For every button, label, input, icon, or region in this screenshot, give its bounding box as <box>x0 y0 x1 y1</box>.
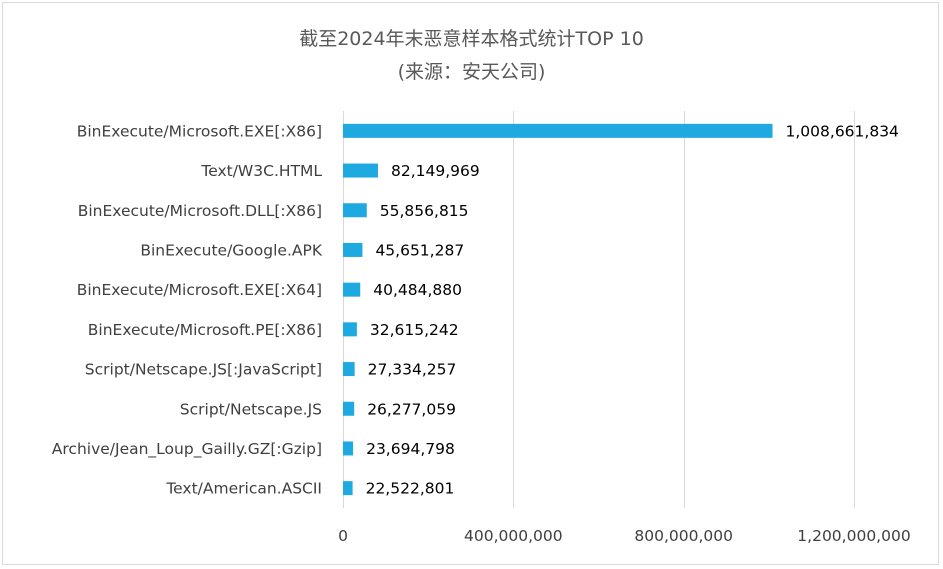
bar <box>343 123 773 138</box>
category-label: BinExecute/Microsoft.DLL[:X86] <box>78 202 322 220</box>
bar <box>343 242 363 257</box>
value-label: 1,008,661,834 <box>786 122 899 140</box>
value-label: 82,149,969 <box>391 162 480 180</box>
category-label: BinExecute/Google.APK <box>140 241 323 259</box>
bar <box>343 163 378 178</box>
category-label: BinExecute/Microsoft.PE[:X86] <box>88 321 322 339</box>
value-label: 32,615,242 <box>370 321 459 339</box>
bar <box>343 282 361 297</box>
chart-subtitle: (来源：安天公司) <box>397 61 546 83</box>
category-label: Script/Netscape.JS <box>180 400 322 418</box>
bar <box>343 322 357 337</box>
bar <box>343 401 355 416</box>
value-label: 55,856,815 <box>380 202 469 220</box>
category-label: Text/American.ASCII <box>165 480 322 498</box>
category-label: Archive/Jean_Loup_Gailly.GZ[:Gzip] <box>52 440 322 459</box>
category-label: BinExecute/Microsoft.EXE[:X86] <box>77 122 322 140</box>
x-tick-label: 400,000,000 <box>464 527 563 545</box>
value-label: 27,334,257 <box>368 361 457 379</box>
bar <box>343 362 355 377</box>
bar <box>343 441 354 456</box>
category-label: Text/W3C.HTML <box>200 162 322 180</box>
x-tick-label: 1,200,000,000 <box>797 527 910 545</box>
category-label: Script/Netscape.JS[:JavaScript] <box>85 361 322 379</box>
x-tick-label: 800,000,000 <box>634 527 733 545</box>
category-label: BinExecute/Microsoft.EXE[:X64] <box>77 281 322 299</box>
value-label: 26,277,059 <box>367 400 456 418</box>
value-label: 22,522,801 <box>366 480 455 498</box>
chart-title: 截至2024年末恶意样本格式统计TOP 10 <box>299 28 644 50</box>
value-label: 23,694,798 <box>366 440 455 458</box>
bar <box>343 203 367 218</box>
bar <box>343 481 353 496</box>
value-label: 45,651,287 <box>375 241 464 259</box>
x-tick-label: 0 <box>338 527 348 545</box>
value-label: 40,484,880 <box>373 281 462 299</box>
